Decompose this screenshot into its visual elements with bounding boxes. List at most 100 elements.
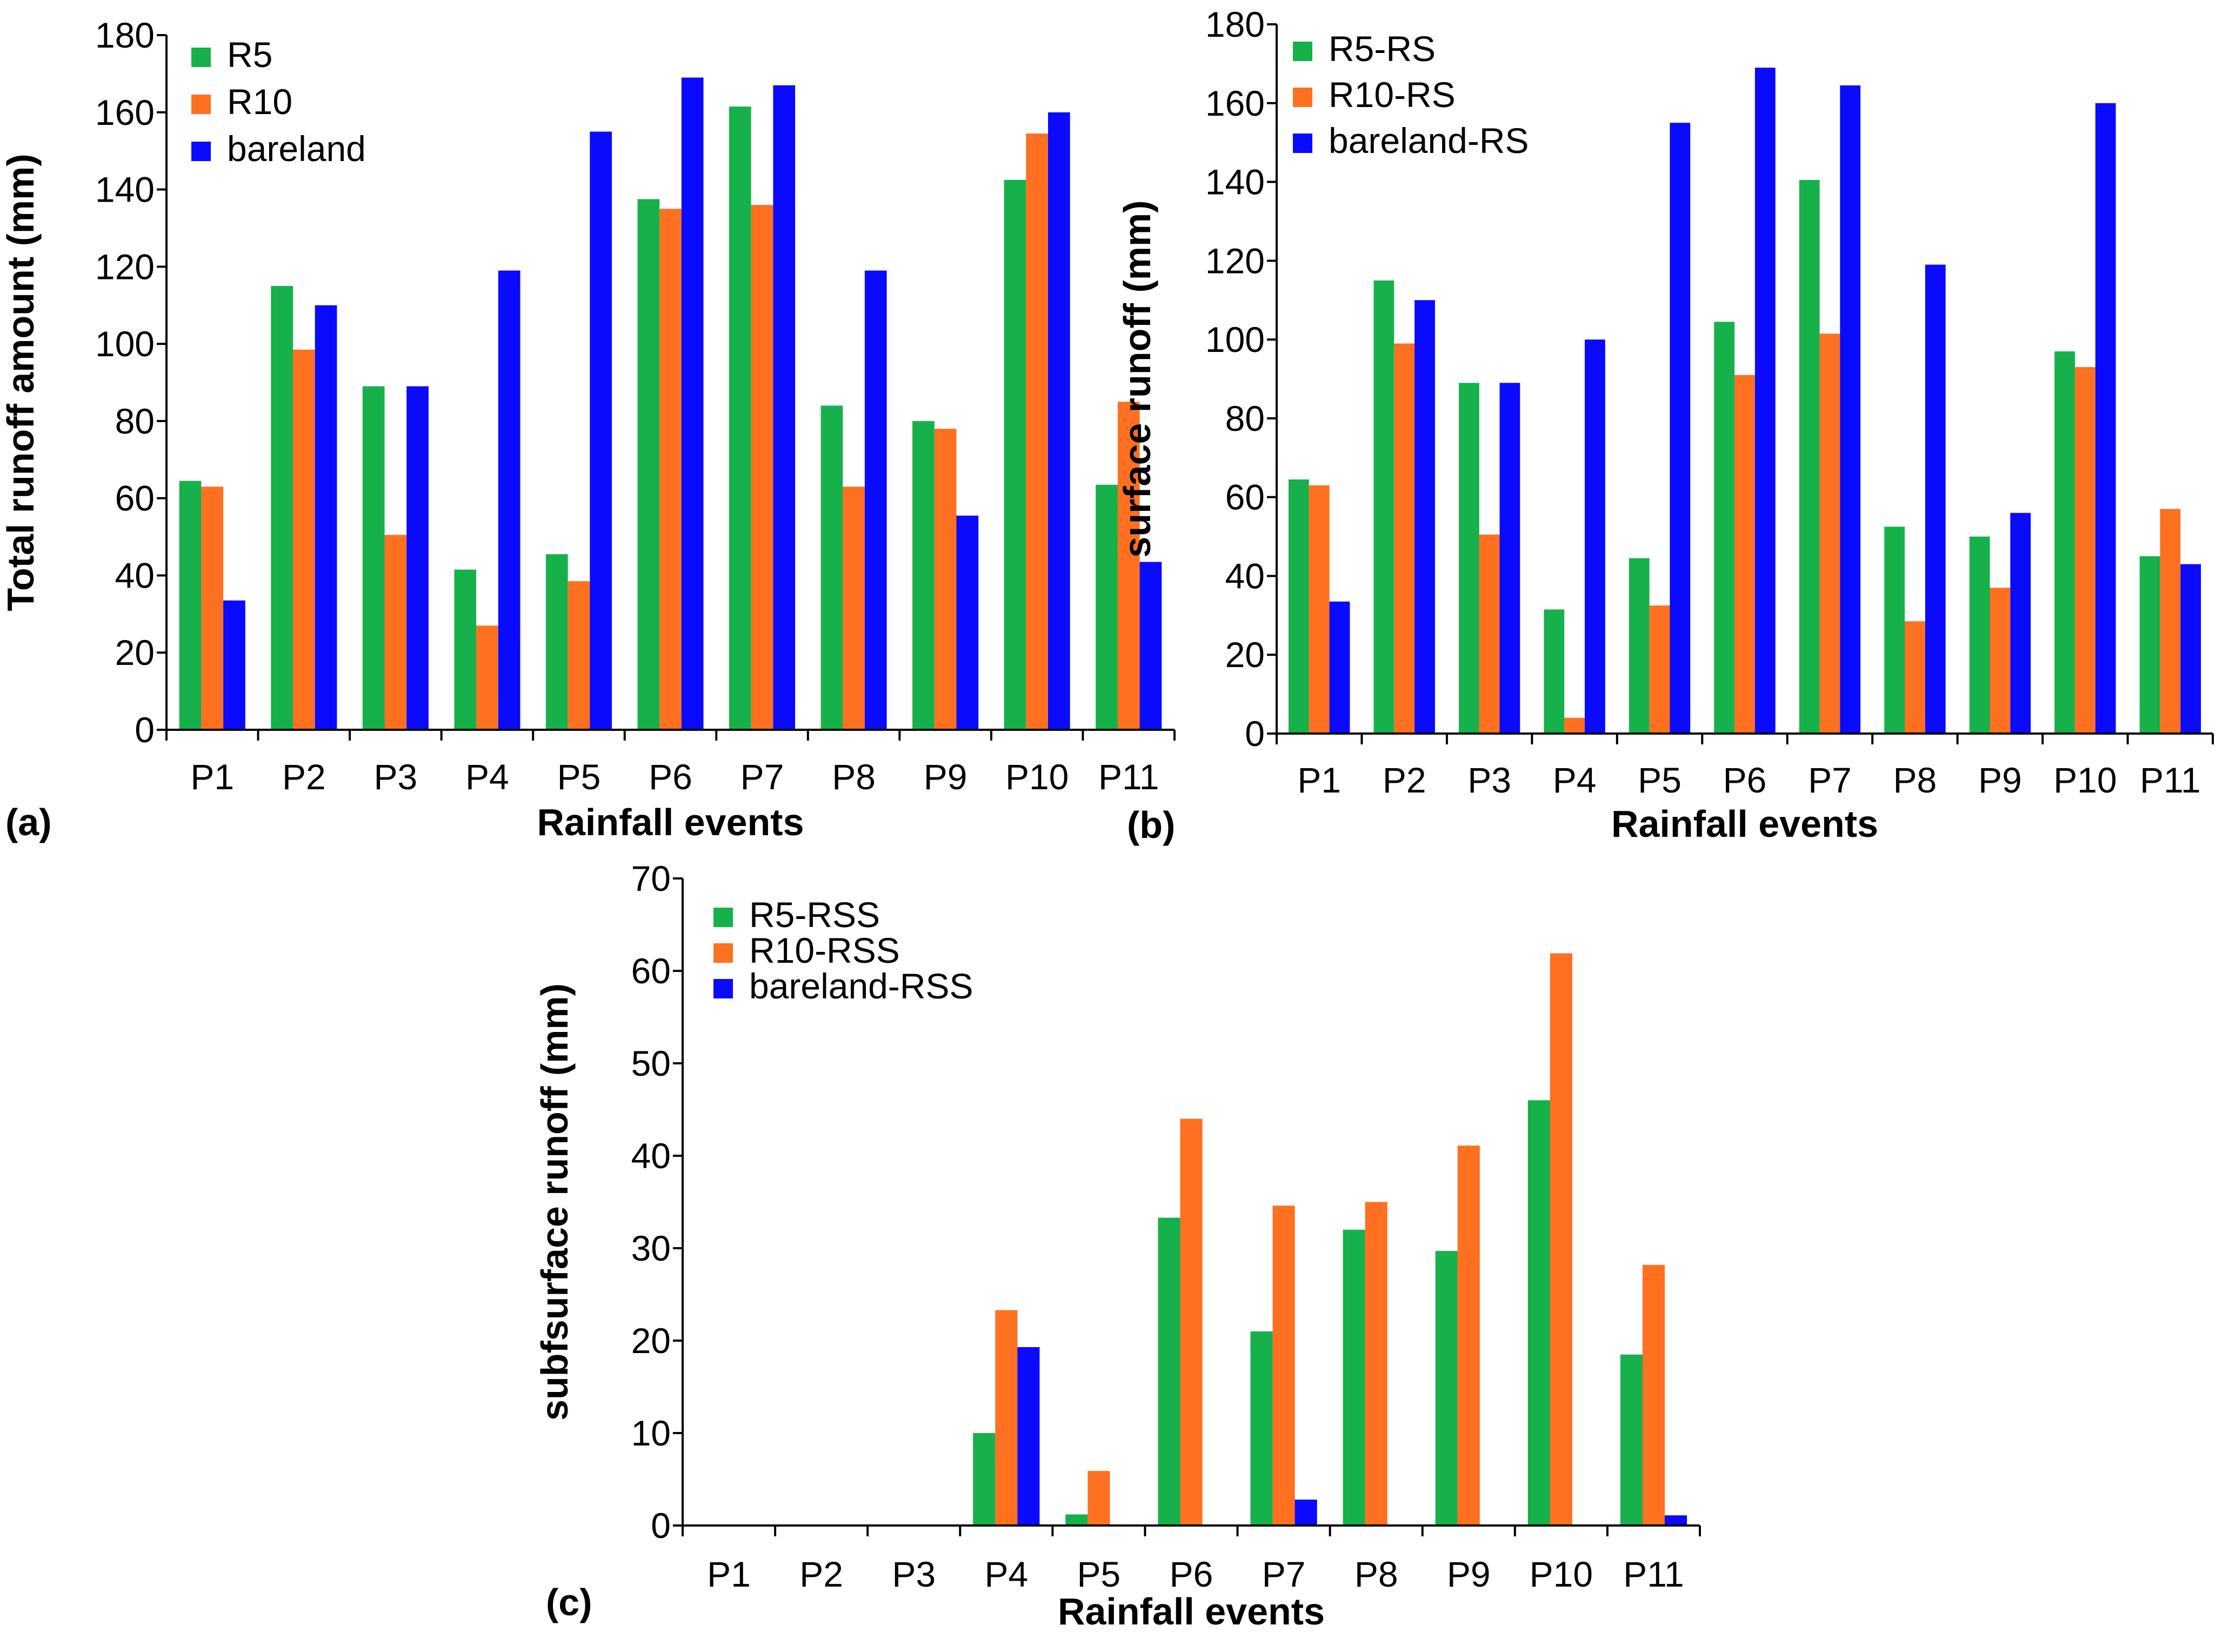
y-tick-label: 40: [1225, 556, 1265, 596]
bar-bareland-P9: [956, 515, 979, 730]
x-tick-label-P2: P2: [1383, 760, 1426, 800]
legend-label-bareland-RS: bareland-RS: [1329, 121, 1529, 161]
bar-bareland-RS-P11: [2180, 564, 2201, 734]
bar-bareland-RS-P1: [1329, 601, 1350, 734]
y-axis-title: subfsurface runoff (mm): [533, 983, 576, 1421]
legend-swatch-R10-RSS: [713, 943, 733, 963]
bar-R10-P8: [843, 487, 865, 730]
y-tick-label: 80: [115, 401, 155, 441]
x-tick-label-P3: P3: [1467, 760, 1511, 800]
bar-R10-RS-P10: [2074, 367, 2096, 734]
legend-label-R10: R10: [227, 82, 292, 122]
bar-R10-RSS-P7: [1272, 1205, 1295, 1526]
y-tick-label: 0: [135, 710, 155, 750]
bar-R10-RSS-P6: [1180, 1118, 1203, 1526]
bar-R10-RS-P11: [2160, 509, 2181, 734]
y-tick-label: 160: [95, 92, 155, 132]
x-tick-label-P6: P6: [649, 757, 692, 797]
legend-swatch-R5-RSS: [713, 908, 733, 927]
y-tick-label: 70: [631, 858, 671, 898]
bar-R10-RS-P5: [1649, 605, 1670, 734]
bar-bareland-RSS-P11: [1665, 1515, 1687, 1526]
bar-bareland-P3: [406, 386, 429, 730]
bar-R5-P3: [362, 386, 385, 730]
y-tick-label: 10: [631, 1413, 671, 1453]
x-tick-label-P7: P7: [1808, 760, 1852, 800]
bar-R10-RSS-P9: [1457, 1145, 1480, 1526]
y-tick-label: 0: [1245, 714, 1265, 754]
bar-R5-RSS-P9: [1435, 1251, 1458, 1526]
legend-swatch-R5: [191, 48, 211, 67]
legend-label-bareland: bareland: [227, 129, 366, 169]
bar-R5-RS-P1: [1289, 479, 1309, 734]
bar-R10-P10: [1026, 134, 1048, 730]
legend-swatch-bareland-RSS: [713, 979, 733, 998]
x-tick-label-P10: P10: [1530, 1554, 1593, 1594]
legend-swatch-bareland: [191, 142, 211, 161]
bar-R5-P5: [545, 554, 568, 730]
x-tick-label-P11: P11: [1623, 1554, 1684, 1594]
bar-R5-RS-P11: [2139, 556, 2160, 734]
x-tick-label-P2: P2: [799, 1554, 843, 1594]
y-tick-label: 140: [95, 170, 155, 210]
bar-bareland-RSS-P4: [1017, 1347, 1040, 1526]
x-tick-label-P4: P4: [465, 757, 509, 797]
bar-R5-RS-P4: [1544, 609, 1565, 734]
y-tick-label: 80: [1225, 398, 1265, 438]
bar-bareland-P8: [864, 270, 887, 730]
panel-a: 0 20 40 60 80 100 120 140 160 180 P1 P2 P3 P4 P5 P6 P7 P8…: [0, 15, 1176, 843]
y-tick-label: 180: [1205, 4, 1265, 44]
bar-bareland-P6: [681, 77, 704, 730]
bar-R10-RS-P6: [1734, 375, 1755, 734]
bar-R5-RSS-P11: [1620, 1354, 1643, 1526]
bar-bareland-P10: [1048, 112, 1070, 730]
legend-label-R5-RSS: R5-RSS: [749, 895, 880, 935]
bar-R5-P7: [729, 106, 751, 730]
y-tick-label: 180: [95, 15, 155, 55]
x-tick-label-P8: P8: [832, 757, 876, 797]
bar-R5-P9: [912, 421, 935, 730]
panel-label: (a): [5, 801, 52, 843]
x-tick-label-P3: P3: [892, 1554, 936, 1594]
bar-bareland-RS-P7: [1840, 85, 1861, 734]
bar-bareland-RS-P4: [1585, 339, 1605, 734]
bar-bareland-P2: [315, 305, 337, 730]
bar-R5-RSS-P10: [1527, 1100, 1550, 1526]
bar-R10-RS-P7: [1819, 334, 1840, 734]
panel-label: (c): [546, 1581, 592, 1623]
x-tick-label-P5: P5: [1638, 760, 1681, 800]
y-tick-label: 50: [631, 1043, 671, 1083]
x-tick-label-P1: P1: [707, 1554, 751, 1594]
bar-R5-RS-P5: [1629, 558, 1650, 734]
bar-R10-RSS-P11: [1642, 1264, 1665, 1526]
x-tick-label-P9: P9: [1978, 760, 2022, 800]
x-tick-label-P8: P8: [1893, 760, 1937, 800]
bar-R10-RS-P2: [1394, 343, 1415, 734]
bar-R10-RSS-P5: [1087, 1471, 1110, 1526]
panel-c: 0 10 20 30 40 50 60 70 P1 P2 P3 P4 P5 P6 P7 P8 P9 P10 P11 R…: [533, 858, 1701, 1633]
bar-R5-P10: [1004, 179, 1026, 730]
x-tick-label-P5: P5: [557, 757, 601, 797]
x-tick-label-P7: P7: [1262, 1554, 1306, 1594]
bar-R10-P2: [293, 349, 315, 730]
y-tick-label: 60: [115, 478, 155, 518]
y-tick-label: 60: [1225, 477, 1265, 517]
bar-R5-P8: [820, 405, 843, 730]
panel-label: (b): [1127, 804, 1175, 846]
bar-R5-P6: [637, 199, 660, 730]
bar-R5-RSS-P4: [973, 1433, 996, 1526]
x-tick-label-P11: P11: [2140, 760, 2201, 800]
bar-R5-RS-P7: [1799, 179, 1820, 734]
y-tick-label: 60: [631, 951, 671, 991]
x-tick-label-P3: P3: [373, 757, 417, 797]
bar-R10-RSS-P4: [995, 1310, 1018, 1526]
bar-R5-RS-P3: [1459, 383, 1479, 734]
bar-bareland-P7: [773, 85, 796, 730]
legend-label-R5-RS: R5-RS: [1329, 29, 1436, 69]
bar-R10-P6: [659, 209, 682, 730]
bar-R10-RSS-P10: [1550, 953, 1572, 1526]
bar-R5-RS-P10: [2054, 351, 2075, 734]
bar-R10-P1: [201, 487, 224, 730]
y-tick-label: 100: [95, 324, 155, 364]
